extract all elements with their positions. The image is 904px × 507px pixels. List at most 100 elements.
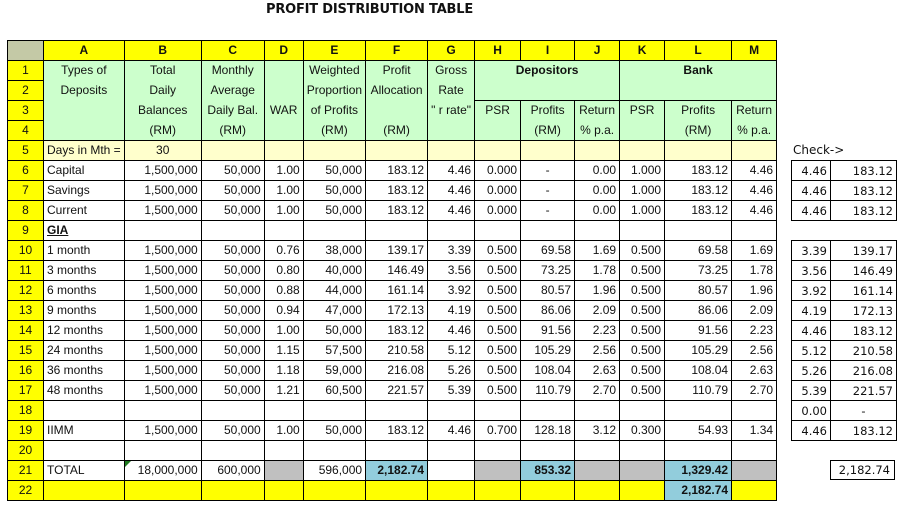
cell-i7[interactable]: - <box>520 180 576 201</box>
cell-j8[interactable]: 0.00 <box>574 200 621 221</box>
cell-f2[interactable]: Allocation <box>365 80 429 101</box>
cell-f17[interactable]: 221.57 <box>365 380 429 401</box>
col-header-l[interactable]: L <box>664 40 733 61</box>
cell-c9[interactable] <box>200 220 265 241</box>
row-number[interactable]: 9 <box>7 220 44 241</box>
cell-k3[interactable]: PSR <box>619 100 666 121</box>
cell-h5[interactable] <box>474 140 522 161</box>
cell-d12[interactable]: 0.88 <box>263 280 304 301</box>
cell-b14[interactable]: 1,500,000 <box>123 320 202 341</box>
cell-h16[interactable]: 0.500 <box>474 360 522 381</box>
cell-f16[interactable]: 216.08 <box>365 360 429 381</box>
cell-g5[interactable] <box>427 140 476 161</box>
cell-i8[interactable]: - <box>520 200 576 221</box>
cell-a11[interactable]: 3 months <box>43 260 125 281</box>
cell-g7[interactable]: 4.46 <box>427 180 476 201</box>
cell-m3[interactable]: Return <box>731 100 778 121</box>
cell-d20[interactable] <box>263 440 304 461</box>
cell-i10[interactable]: 69.58 <box>520 240 576 261</box>
cell-k15[interactable]: 0.500 <box>619 340 666 361</box>
col-header-h[interactable]: H <box>474 40 522 61</box>
col-header-e[interactable]: E <box>302 40 367 61</box>
days-in-month-value[interactable]: 30 <box>123 140 202 161</box>
cell-a7[interactable]: Savings <box>43 180 125 201</box>
cell-m21[interactable] <box>731 460 778 481</box>
cell-a2[interactable]: Deposits <box>43 80 125 101</box>
cell-k14[interactable]: 0.500 <box>619 320 666 341</box>
cell-l9[interactable] <box>664 220 733 241</box>
cell-c18[interactable] <box>200 400 265 421</box>
cell-d14[interactable]: 1.00 <box>263 320 304 341</box>
cell-k18[interactable] <box>619 400 666 421</box>
check-rate[interactable]: 4.46 <box>791 200 831 221</box>
cell-h4[interactable] <box>474 120 522 141</box>
cell-b22[interactable] <box>123 480 202 501</box>
col-header-j[interactable]: J <box>574 40 621 61</box>
cell-k12[interactable]: 0.500 <box>619 280 666 301</box>
cell-a4[interactable] <box>43 120 125 141</box>
cell-a18[interactable] <box>43 400 125 421</box>
cell-k8[interactable]: 1.000 <box>619 200 666 221</box>
cell-a13[interactable]: 9 months <box>43 300 125 321</box>
cell-l14[interactable]: 91.56 <box>664 320 733 341</box>
cell-b16[interactable]: 1,500,000 <box>123 360 202 381</box>
cell-m13[interactable]: 2.09 <box>731 300 778 321</box>
total-depositors-profits[interactable]: 853.32 <box>520 460 576 481</box>
cell-d3[interactable]: WAR <box>263 100 304 121</box>
grand-total-cell[interactable]: 2,182.74 <box>664 480 733 501</box>
cell-e17[interactable]: 60,500 <box>302 380 367 401</box>
cell-a1[interactable]: Types of <box>43 60 125 81</box>
cell-l18[interactable] <box>664 400 733 421</box>
row-number[interactable]: 11 <box>7 260 44 281</box>
cell-j5[interactable] <box>574 140 621 161</box>
cell-a9[interactable]: GIA <box>43 220 125 241</box>
cell-a15[interactable]: 24 months <box>43 340 125 361</box>
cell-e4[interactable]: (RM) <box>302 120 367 141</box>
cell-k4[interactable] <box>619 120 666 141</box>
cell-i22[interactable] <box>520 480 576 501</box>
cell-a17[interactable]: 48 months <box>43 380 125 401</box>
cell-g12[interactable]: 3.92 <box>427 280 476 301</box>
bank-group-header[interactable]: Bank <box>619 60 778 101</box>
total-bank-profits[interactable]: 1,329.42 <box>664 460 733 481</box>
cell-c14[interactable]: 50,000 <box>200 320 265 341</box>
cell-a8[interactable]: Current <box>43 200 125 221</box>
check-rate[interactable]: 3.39 <box>791 240 831 261</box>
cell-e15[interactable]: 57,500 <box>302 340 367 361</box>
cell-g18[interactable] <box>427 400 476 421</box>
row-number[interactable]: 17 <box>7 380 44 401</box>
cell-c17[interactable]: 50,000 <box>200 380 265 401</box>
cell-d11[interactable]: 0.80 <box>263 260 304 281</box>
cell-f18[interactable] <box>365 400 429 421</box>
cell-f6[interactable]: 183.12 <box>365 160 429 181</box>
check-rate[interactable]: 4.46 <box>791 180 831 201</box>
cell-l7[interactable]: 183.12 <box>664 180 733 201</box>
cell-e20[interactable] <box>302 440 367 461</box>
cell-k16[interactable]: 0.500 <box>619 360 666 381</box>
cell-h19[interactable]: 0.700 <box>474 420 522 441</box>
row-number[interactable]: 7 <box>7 180 44 201</box>
cell-e5[interactable] <box>302 140 367 161</box>
cell-e16[interactable]: 59,000 <box>302 360 367 381</box>
cell-h15[interactable]: 0.500 <box>474 340 522 361</box>
cell-e19[interactable]: 50,000 <box>302 420 367 441</box>
check-rate[interactable]: 3.56 <box>791 260 831 281</box>
cell-h22[interactable] <box>474 480 522 501</box>
cell-h3[interactable]: PSR <box>474 100 522 121</box>
cell-i20[interactable] <box>520 440 576 461</box>
cell-a20[interactable] <box>43 440 125 461</box>
cell-g22[interactable] <box>427 480 476 501</box>
cell-j9[interactable] <box>574 220 621 241</box>
cell-d15[interactable]: 1.15 <box>263 340 304 361</box>
cell-m22[interactable] <box>731 480 778 501</box>
cell-j15[interactable]: 2.56 <box>574 340 621 361</box>
cell-d13[interactable]: 0.94 <box>263 300 304 321</box>
cell-b3[interactable]: Balances <box>123 100 202 121</box>
depositors-group-header[interactable]: Depositors <box>474 60 621 101</box>
row-number[interactable]: 10 <box>7 240 44 261</box>
check-rate[interactable]: 4.46 <box>791 420 831 441</box>
cell-l10[interactable]: 69.58 <box>664 240 733 261</box>
cell-h10[interactable]: 0.500 <box>474 240 522 261</box>
cell-e9[interactable] <box>302 220 367 241</box>
cell-g10[interactable]: 3.39 <box>427 240 476 261</box>
